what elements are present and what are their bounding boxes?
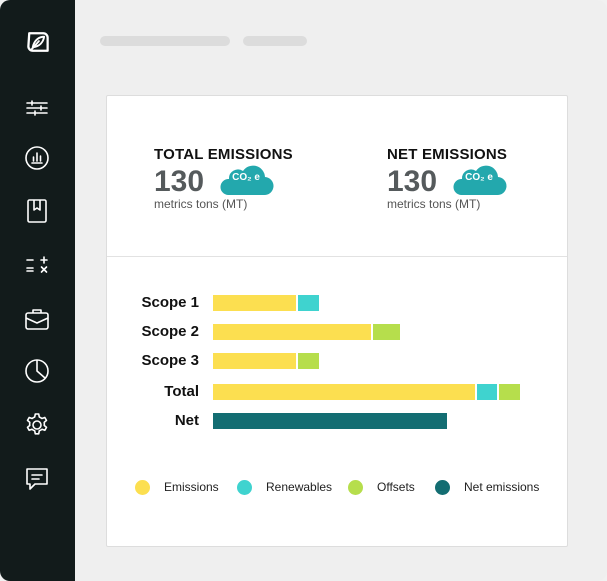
bar-segment-renewables[interactable] [477,384,497,400]
total-emissions-metric: TOTAL EMISSIONS 130 CO₂ e metrics tons (… [154,146,293,211]
metric-value: 130 [387,165,438,198]
gear-icon[interactable] [23,411,51,439]
metric-title: NET EMISSIONS [387,146,508,163]
legend-label: Renewables [266,480,333,494]
legend-item-net-emissions: Net emissions [435,479,539,495]
sidebar [0,0,75,581]
bar-segment-offsets[interactable] [373,324,400,340]
sliders-icon[interactable] [23,94,51,122]
legend-item-renewables: Renewables [237,479,332,495]
metric-unit: metrics tons (MT) [154,197,248,211]
legend-label: Net emissions [464,480,540,494]
bar-segment-offsets[interactable] [298,353,319,369]
legend-swatch [348,479,363,495]
metric-title: TOTAL EMISSIONS [154,146,293,163]
bar-segment-emissions[interactable] [213,353,296,369]
legend-label: Offsets [377,480,415,494]
bar-segment-emissions[interactable] [213,324,371,340]
legend-item-offsets: Offsets [348,479,415,495]
bar-segment-renewables[interactable] [298,295,319,311]
book-icon[interactable] [23,197,51,225]
legend-label: Emissions [164,480,219,494]
breadcrumb-placeholder [243,36,307,46]
bar-segment-offsets[interactable] [499,384,520,400]
bar-label: Scope 3 [141,352,199,369]
bar-label: Net [174,412,199,429]
legend-swatch [135,479,150,495]
co2-label: CO₂ e [232,172,260,183]
legend-swatch [237,479,252,495]
metric-unit: metrics tons (MT) [387,197,481,211]
breadcrumb-placeholder [100,36,230,46]
co2-cloud-badge: CO₂ e [451,163,507,197]
leaf-logo-icon[interactable] [22,26,54,58]
bar-segment-emissions[interactable] [213,384,475,400]
bar-segment-emissions[interactable] [213,295,296,311]
metric-value: 130 [154,165,205,198]
card-divider [107,256,567,257]
legend-swatch [435,479,450,495]
legend-item-emissions: Emissions [135,479,219,495]
calculator-icon[interactable] [23,251,51,279]
emissions-card: TOTAL EMISSIONS 130 CO₂ e metrics tons (… [106,95,568,547]
bar-label: Scope 1 [141,294,199,311]
bar-label: Scope 2 [141,323,199,340]
co2-label: CO₂ e [465,172,493,183]
co2-cloud-badge: CO₂ e [218,163,274,197]
pie-chart-icon[interactable] [23,357,51,385]
briefcase-icon[interactable] [23,305,51,333]
net-emissions-metric: NET EMISSIONS 130 CO₂ e metrics tons (MT… [387,146,507,211]
chat-icon[interactable] [23,465,51,493]
bar-label: Total [164,383,199,400]
bar-segment-net-emissions[interactable] [213,413,447,429]
bar-chart-icon[interactable] [23,144,51,172]
